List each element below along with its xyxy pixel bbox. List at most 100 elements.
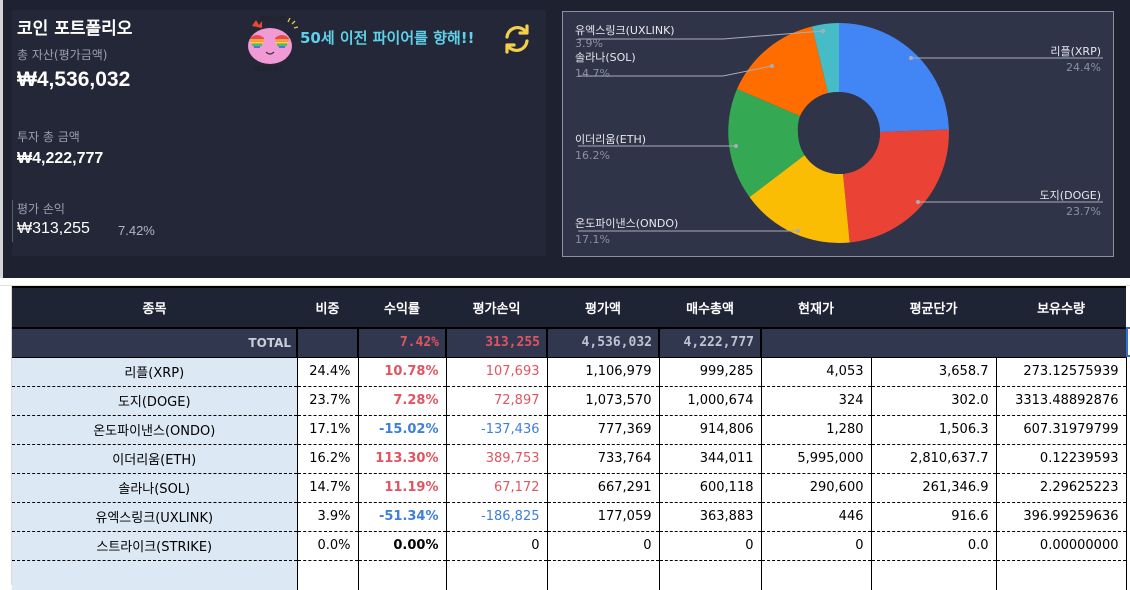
return-pct[interactable]: 113.30% <box>358 444 447 474</box>
empty-cell[interactable] <box>996 560 1127 590</box>
chart-label-sol: 솔라나(SOL) 14.7% <box>575 49 636 80</box>
motto-text: 50세 이전 파이어를 향해!! <box>300 29 475 47</box>
avg-price[interactable]: 3,658.7 <box>871 357 997 387</box>
cost[interactable]: 999,285 <box>659 357 762 387</box>
avg-price[interactable]: 0.0 <box>871 531 997 561</box>
empty-cell[interactable] <box>297 560 359 590</box>
col-header-pl[interactable]: 평가손익 <box>446 286 547 328</box>
total-cost[interactable]: 4,222,777 <box>659 327 762 358</box>
quantity[interactable]: 0.12239593 <box>996 444 1127 474</box>
svg-text:PROUD: PROUD <box>260 15 285 23</box>
return-pct[interactable]: 10.78% <box>358 357 447 387</box>
slice-eth <box>728 89 806 197</box>
return-pct[interactable]: 0.00% <box>358 531 447 561</box>
cost[interactable]: 600,118 <box>659 473 762 503</box>
total-label[interactable]: TOTAL <box>12 327 298 358</box>
selected-cell-indicator[interactable] <box>1126 327 1130 357</box>
cost[interactable]: 1,000,674 <box>659 386 762 416</box>
eval[interactable]: 667,291 <box>547 473 660 503</box>
pl[interactable]: 107,693 <box>446 357 548 387</box>
quantity[interactable]: 2.29625223 <box>996 473 1127 503</box>
eval[interactable]: 1,073,570 <box>547 386 660 416</box>
empty-cell[interactable] <box>761 560 872 590</box>
col-header-avg[interactable]: 평균단가 <box>871 286 996 328</box>
avg-price[interactable]: 1,506.3 <box>871 415 997 445</box>
col-header-return[interactable]: 수익률 <box>358 286 446 328</box>
pl[interactable]: 72,897 <box>446 386 548 416</box>
refresh-button[interactable] <box>500 22 534 56</box>
eval[interactable]: 1,106,979 <box>547 357 660 387</box>
avg-price[interactable]: 916.6 <box>871 502 997 532</box>
eval[interactable]: 177,059 <box>547 502 660 532</box>
weight[interactable]: 14.7% <box>297 473 359 503</box>
col-header-cost[interactable]: 매수총액 <box>659 286 761 328</box>
coin-name[interactable]: 솔라나(SOL) <box>12 473 298 503</box>
coin-name[interactable]: 유엑스링크(UXLINK) <box>12 502 298 532</box>
price[interactable]: 0 <box>761 531 872 561</box>
price[interactable]: 290,600 <box>761 473 872 503</box>
quantity[interactable]: 3313.48892876 <box>996 386 1127 416</box>
weight[interactable]: 16.2% <box>297 444 359 474</box>
dashboard-panel: 코인 포트폴리오 총 자산(평가금액) ₩4,536,032 투자 총 금액 ₩… <box>0 0 1130 278</box>
cost[interactable]: 363,883 <box>659 502 762 532</box>
chart-label-pct: 17.1% <box>575 233 610 246</box>
weight[interactable]: 24.4% <box>297 357 359 387</box>
avg-price[interactable]: 261,346.9 <box>871 473 997 503</box>
cost[interactable]: 0 <box>659 531 762 561</box>
coin-name[interactable]: 리플(XRP) <box>12 357 298 387</box>
coin-name[interactable]: 이더리움(ETH) <box>12 444 298 474</box>
table-row: 이더리움(ETH) 16.2% 113.30% 389,753 733,764 … <box>12 444 1127 474</box>
price[interactable]: 446 <box>761 502 872 532</box>
price[interactable]: 5,995,000 <box>761 444 872 474</box>
empty-cell[interactable] <box>358 560 447 590</box>
total-eval[interactable]: 4,536,032 <box>547 327 660 358</box>
return-pct[interactable]: 7.28% <box>358 386 447 416</box>
refresh-icon <box>505 24 529 54</box>
empty-cell[interactable] <box>659 560 762 590</box>
quantity[interactable]: 396.99259636 <box>996 502 1127 532</box>
weight[interactable]: 23.7% <box>297 386 359 416</box>
quantity[interactable]: 273.12575939 <box>996 357 1127 387</box>
quantity[interactable]: 607.31979799 <box>996 415 1127 445</box>
pl[interactable]: -186,825 <box>446 502 548 532</box>
price[interactable]: 324 <box>761 386 872 416</box>
empty-cell[interactable] <box>871 560 997 590</box>
weight[interactable]: 3.9% <box>297 502 359 532</box>
empty-cell[interactable] <box>547 560 660 590</box>
pl[interactable]: -137,436 <box>446 415 548 445</box>
weight[interactable]: 0.0% <box>297 531 359 561</box>
pl[interactable]: 389,753 <box>446 444 548 474</box>
col-header-eval[interactable]: 평가액 <box>547 286 659 328</box>
col-header-price[interactable]: 현재가 <box>761 286 871 328</box>
col-header-name[interactable]: 종목 <box>12 286 297 328</box>
total-blank[interactable] <box>761 327 1126 358</box>
col-header-weight[interactable]: 비중 <box>297 286 358 328</box>
return-pct[interactable]: -15.02% <box>358 415 447 445</box>
return-pct[interactable]: 11.19% <box>358 473 447 503</box>
coin-name[interactable]: 도지(DOGE) <box>12 386 298 416</box>
pl[interactable]: 67,172 <box>446 473 548 503</box>
empty-cell[interactable] <box>446 560 548 590</box>
eval[interactable]: 777,369 <box>547 415 660 445</box>
price[interactable]: 1,280 <box>761 415 872 445</box>
coin-name[interactable]: 스트라이크(STRIKE) <box>12 531 298 561</box>
total-weight[interactable] <box>297 327 359 358</box>
cost[interactable]: 914,806 <box>659 415 762 445</box>
total-pl[interactable]: 313,255 <box>446 327 548 358</box>
return-pct[interactable]: -51.34% <box>358 502 447 532</box>
eval[interactable]: 0 <box>547 531 660 561</box>
coin-name[interactable]: 온도파이낸스(ONDO) <box>12 415 298 445</box>
cost[interactable]: 344,011 <box>659 444 762 474</box>
col-header-qty[interactable]: 보유수량 <box>996 286 1126 328</box>
price[interactable]: 4,053 <box>761 357 872 387</box>
pl[interactable]: 0 <box>446 531 548 561</box>
quantity[interactable]: 0.00000000 <box>996 531 1127 561</box>
chart-label-name: 솔라나(SOL) <box>575 51 636 64</box>
empty-cell[interactable] <box>12 560 298 590</box>
avg-price[interactable]: 2,810,637.7 <box>871 444 997 474</box>
weight[interactable]: 17.1% <box>297 415 359 445</box>
avg-price[interactable]: 302.0 <box>871 386 997 416</box>
invested-label: 투자 총 금액 <box>17 130 80 144</box>
eval[interactable]: 733,764 <box>547 444 660 474</box>
total-return[interactable]: 7.42% <box>358 327 447 358</box>
